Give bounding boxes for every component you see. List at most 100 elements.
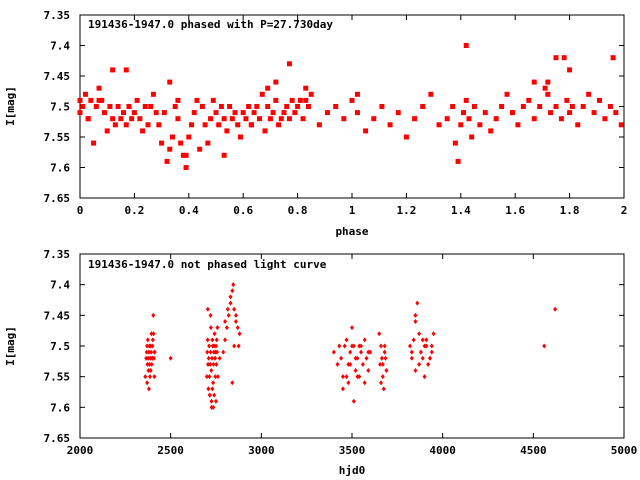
data-point xyxy=(340,386,345,392)
data-point xyxy=(418,349,423,355)
data-point xyxy=(221,152,227,158)
data-point xyxy=(362,380,367,386)
data-point xyxy=(300,116,306,122)
data-point xyxy=(207,343,212,349)
data-point xyxy=(267,116,273,122)
data-point xyxy=(208,116,214,122)
data-point xyxy=(292,110,298,116)
data-point xyxy=(509,110,515,116)
data-point xyxy=(210,355,215,361)
data-point xyxy=(213,355,218,361)
data-point xyxy=(303,85,309,91)
y-tick-label: 7.4 xyxy=(50,279,70,292)
data-point xyxy=(531,79,537,85)
data-point xyxy=(469,134,475,140)
data-point xyxy=(168,355,173,361)
data-point xyxy=(153,110,159,116)
data-point xyxy=(146,355,151,361)
x-tick-label: 3500 xyxy=(339,444,366,457)
data-point xyxy=(156,122,162,128)
data-point xyxy=(186,134,192,140)
unphased-light-curve-panel: 191436-1947.0 not phased light curve I[m… xyxy=(4,248,637,477)
data-point xyxy=(284,104,290,109)
data-point xyxy=(207,392,212,398)
data-point xyxy=(167,79,173,85)
data-point xyxy=(395,110,401,116)
data-point xyxy=(169,134,175,140)
data-point xyxy=(126,104,132,109)
data-points xyxy=(143,282,558,410)
data-point xyxy=(613,110,619,116)
data-point xyxy=(429,349,434,355)
data-point xyxy=(359,349,364,355)
data-point xyxy=(210,386,215,392)
x-tick-label: 2000 xyxy=(67,444,94,457)
data-point xyxy=(569,104,575,109)
data-point xyxy=(214,361,219,367)
y-tick-label: 7.45 xyxy=(44,309,71,322)
data-point xyxy=(224,128,230,134)
data-point xyxy=(417,331,422,337)
data-point xyxy=(223,318,228,324)
data-point xyxy=(206,361,211,367)
data-point xyxy=(118,116,124,122)
data-point xyxy=(377,331,382,337)
data-point xyxy=(142,104,148,109)
data-point xyxy=(235,122,241,128)
y-axis-label: I[mag] xyxy=(4,86,17,126)
data-point xyxy=(207,374,212,380)
data-point xyxy=(537,104,543,109)
data-point xyxy=(143,374,148,380)
data-point xyxy=(553,55,559,61)
data-point xyxy=(348,361,353,367)
data-point xyxy=(211,361,216,367)
data-point xyxy=(215,349,220,355)
data-point xyxy=(152,374,157,380)
data-point xyxy=(110,116,116,122)
data-point xyxy=(129,116,135,122)
data-point xyxy=(371,116,377,122)
data-point xyxy=(455,158,461,164)
data-point xyxy=(607,104,613,109)
data-point xyxy=(204,374,209,380)
data-point xyxy=(342,343,347,349)
y-axis-label: I[mag] xyxy=(4,326,17,366)
data-point xyxy=(123,67,129,73)
data-point xyxy=(353,368,358,374)
data-point xyxy=(602,116,608,122)
data-point xyxy=(520,104,526,109)
plot-frame xyxy=(79,14,625,199)
data-point xyxy=(202,122,208,128)
y-tick-group: 7.35 7.4 7.45 7.5 7.55 7.6 7.65 xyxy=(44,9,624,205)
data-point xyxy=(224,325,229,331)
y-tick-label: 7.5 xyxy=(50,101,70,114)
data-point xyxy=(121,110,127,116)
data-point xyxy=(221,116,227,122)
panel-label: 191436-1947.0 phased with P=27.730day xyxy=(88,18,333,31)
data-point xyxy=(93,104,99,109)
data-point xyxy=(205,140,211,146)
data-point xyxy=(213,374,218,380)
data-point xyxy=(431,331,436,337)
data-point xyxy=(147,374,152,380)
data-point xyxy=(575,122,581,128)
data-point xyxy=(265,85,271,91)
data-point xyxy=(161,110,167,116)
data-point xyxy=(488,128,494,134)
data-point xyxy=(340,374,345,380)
data-point xyxy=(351,398,356,404)
data-point xyxy=(259,91,265,97)
data-point xyxy=(248,122,254,128)
data-point xyxy=(531,116,537,122)
data-point xyxy=(148,104,154,109)
data-point xyxy=(344,374,349,380)
data-point xyxy=(167,146,173,152)
data-point xyxy=(308,91,314,97)
data-point xyxy=(564,97,570,103)
data-point xyxy=(366,349,371,355)
data-point xyxy=(107,104,113,109)
data-points xyxy=(77,43,624,170)
data-point xyxy=(183,165,189,170)
data-point xyxy=(146,349,151,355)
x-tick-label: 0.8 xyxy=(288,204,308,217)
